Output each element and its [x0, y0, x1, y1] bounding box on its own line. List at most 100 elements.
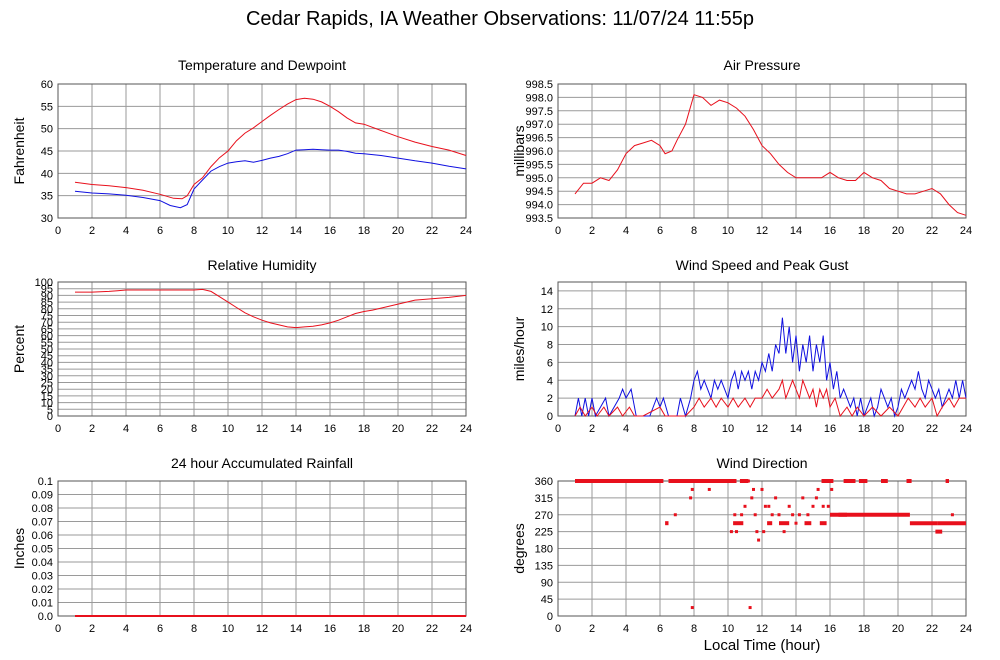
direction-point	[755, 530, 759, 534]
y-tick-label: 85	[41, 297, 53, 309]
x-tick-label: 2	[89, 423, 95, 435]
y-tick-label: 0	[547, 611, 553, 623]
direction-point	[814, 496, 818, 500]
x-tick-label: 16	[824, 623, 836, 635]
x-tick-label: 22	[426, 423, 438, 435]
y-tick-label: 360	[535, 476, 553, 488]
y-tick-label: 15	[41, 391, 53, 403]
direction-point	[821, 504, 825, 508]
series-line-red	[74, 97, 467, 200]
x-tick-label: 4	[623, 225, 629, 237]
y-axis-label: degrees	[511, 523, 527, 574]
y-tick-label: 995.0	[525, 173, 553, 185]
x-tick-label: 12	[256, 423, 268, 435]
direction-point	[774, 496, 778, 500]
x-tick-label: 18	[358, 225, 370, 237]
direction-point	[826, 504, 830, 508]
y-tick-label: 998.5	[525, 79, 553, 91]
series-line-red	[75, 288, 467, 329]
y-tick-label: 0.02	[32, 584, 53, 596]
y-axis-label: Fahrenheit	[11, 117, 27, 184]
x-tick-label: 4	[123, 623, 129, 635]
y-tick-label: 100	[35, 277, 53, 289]
x-tick-label: 6	[157, 423, 163, 435]
direction-point	[786, 521, 789, 525]
y-tick-label: 90	[41, 290, 53, 302]
y-tick-label: 8	[547, 340, 553, 352]
x-tick-label: 24	[960, 225, 972, 237]
direction-point	[690, 487, 694, 491]
x-tick-label: 2	[589, 623, 595, 635]
direction-point	[689, 496, 693, 500]
x-tick-label: 4	[123, 225, 129, 237]
x-tick-label: 10	[722, 623, 734, 635]
y-tick-label: 40	[41, 357, 53, 369]
y-tick-label: 10	[541, 322, 553, 334]
x-tick-label: 10	[222, 623, 234, 635]
x-tick-label: 20	[892, 623, 904, 635]
x-tick-label: 16	[324, 225, 336, 237]
y-tick-label: 35	[41, 364, 53, 376]
y-tick-label: 60	[41, 79, 53, 91]
y-tick-label: 6	[547, 357, 553, 369]
chart-title: Relative Humidity	[208, 257, 317, 273]
y-tick-label: 40	[41, 168, 53, 180]
x-tick-label: 24	[960, 423, 972, 435]
x-tick-label: 10	[722, 225, 734, 237]
x-tick-label: 12	[756, 423, 768, 435]
x-tick-label: 12	[756, 225, 768, 237]
x-tick-label: 18	[358, 623, 370, 635]
plot-frame	[57, 83, 467, 219]
x-tick-label: 18	[358, 423, 370, 435]
y-axis-label: Percent	[11, 325, 27, 373]
series-line-red	[574, 94, 967, 216]
y-axis-label: Inches	[11, 528, 27, 569]
x-tick-label: 18	[858, 225, 870, 237]
y-tick-label: 997.5	[525, 106, 553, 118]
chart-title: Temperature and Dewpoint	[178, 57, 346, 73]
y-tick-label: 55	[41, 337, 53, 349]
direction-point	[746, 479, 750, 483]
y-tick-label: 80	[41, 304, 53, 316]
x-tick-label: 24	[460, 623, 472, 635]
x-tick-label: 24	[960, 623, 972, 635]
x-tick-label: 6	[657, 225, 663, 237]
y-tick-label: 30	[41, 213, 53, 225]
y-tick-label: 0.09	[32, 490, 53, 502]
direction-point	[864, 513, 868, 517]
y-tick-label: 55	[41, 101, 53, 113]
x-tick-label: 2	[589, 225, 595, 237]
y-tick-label: 994.5	[525, 186, 553, 198]
x-tick-label: 20	[392, 623, 404, 635]
y-tick-label: 60	[41, 331, 53, 343]
x-tick-label: 14	[290, 225, 302, 237]
y-tick-label: 5	[47, 404, 53, 416]
x-tick-label: 0	[555, 623, 561, 635]
y-tick-label: 0.0	[38, 611, 53, 623]
direction-point	[757, 538, 761, 542]
direction-point	[806, 513, 810, 517]
x-tick-label: 0	[555, 225, 561, 237]
plot-frame	[557, 83, 967, 219]
x-tick-label: 8	[691, 623, 697, 635]
x-tick-label: 18	[858, 623, 870, 635]
direction-point	[816, 487, 820, 491]
y-tick-label: 4	[547, 375, 553, 387]
y-tick-label: 10	[41, 398, 53, 410]
y-tick-label: 70	[41, 317, 53, 329]
direction-point	[830, 487, 834, 491]
x-tick-label: 14	[790, 423, 802, 435]
x-tick-label: 8	[191, 623, 197, 635]
y-tick-label: 0.07	[32, 517, 53, 529]
y-tick-label: 270	[535, 510, 553, 522]
page-title: Cedar Rapids, IA Weather Observations: 1…	[245, 8, 755, 30]
x-tick-label: 22	[926, 225, 938, 237]
direction-point	[740, 513, 744, 517]
x-tick-label: 24	[460, 225, 472, 237]
y-tick-label: 180	[535, 544, 553, 556]
x-tick-label: 0	[55, 423, 61, 435]
